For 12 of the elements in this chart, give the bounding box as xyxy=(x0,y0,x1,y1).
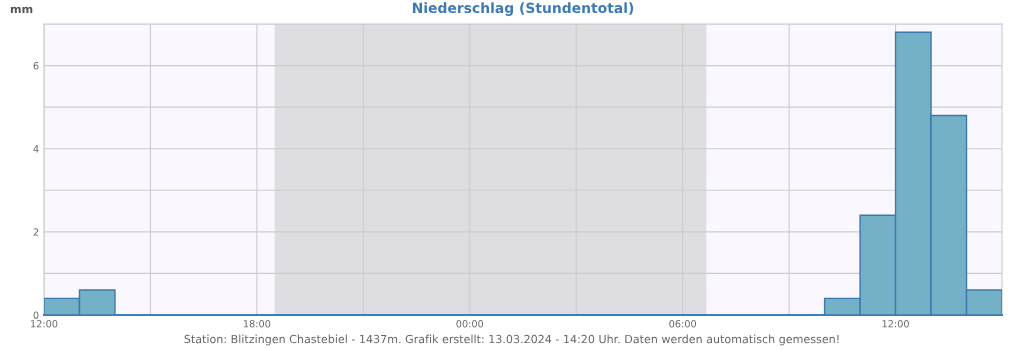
y-tick-label: 0 xyxy=(33,311,39,319)
x-tick-label: 12:00 xyxy=(31,320,58,328)
chart-title: Niederschlag (Stundentotal) xyxy=(412,2,634,16)
y-tick-label: 4 xyxy=(33,145,39,153)
y-axis-title: mm xyxy=(10,6,33,14)
x-tick-label: 06:00 xyxy=(669,320,697,328)
x-tick-label: 12:00 xyxy=(882,320,909,328)
y-tick-label: 6 xyxy=(33,62,39,70)
y-tick-label: 2 xyxy=(33,228,39,236)
x-tick-label: 00:00 xyxy=(456,320,484,328)
text: Station: Blitzingen Chastebiel - 1437m. Grafik erstellt: 13.03.2024 - 14:20 Uhr. Daten werden automatisch gemessen! xyxy=(184,334,839,346)
x-tick-label: 18:00 xyxy=(243,320,271,328)
